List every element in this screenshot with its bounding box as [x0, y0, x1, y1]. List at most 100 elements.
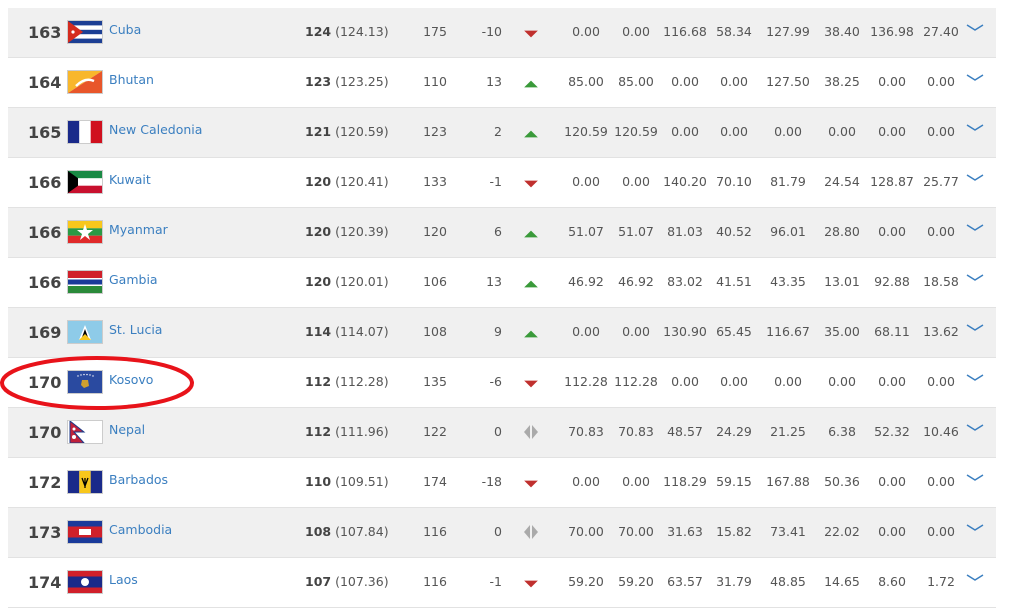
- country-link[interactable]: Myanmar: [109, 222, 168, 237]
- points-col-4: 31.79: [716, 574, 752, 589]
- trend-down-icon: [524, 580, 538, 588]
- points-col-6: 38.25: [824, 74, 860, 89]
- trend-up-arrow: [524, 330, 538, 338]
- points-col-4: 0.00: [720, 124, 748, 139]
- points-col-5: 96.01: [770, 224, 806, 239]
- points-col-8: 27.40: [923, 24, 959, 39]
- points-col-2: 0.00: [622, 174, 650, 189]
- points-col-4: 59.15: [716, 474, 752, 489]
- table-row: 165 New Caledonia 121 (120.59) 123 2 120…: [8, 108, 996, 158]
- previous-points: 123: [423, 124, 447, 139]
- chevron-down-icon[interactable]: [965, 72, 985, 84]
- rank: 166: [28, 273, 62, 292]
- points-rounded: 112: [305, 374, 332, 389]
- points-col-2: 0.00: [622, 474, 650, 489]
- country-link[interactable]: Bhutan: [109, 72, 154, 87]
- points-col-7: 0.00: [878, 224, 906, 239]
- points-col-8: 25.77: [923, 174, 959, 189]
- points-col-3: 31.63: [667, 524, 703, 539]
- points-col-4: 0.00: [720, 374, 748, 389]
- country-link[interactable]: Kosovo: [109, 372, 154, 387]
- rank-change: -10: [481, 24, 502, 39]
- chevron-down-icon[interactable]: [965, 472, 985, 484]
- rank-change: -1: [489, 574, 502, 589]
- points-exact: (120.01): [335, 274, 389, 289]
- points-col-4: 58.34: [716, 24, 752, 39]
- total-points: 108 (107.84): [305, 508, 389, 556]
- flag-laos-icon: [68, 571, 102, 593]
- points-col-1: 51.07: [568, 224, 604, 239]
- rank-change: 13: [486, 74, 502, 89]
- chevron-down-icon[interactable]: [965, 522, 985, 534]
- chevron-down-icon[interactable]: [965, 422, 985, 434]
- flag-kosovo-icon: [68, 371, 102, 393]
- rank: 166: [28, 223, 62, 242]
- country-link[interactable]: Cuba: [109, 22, 142, 37]
- flag-cambodia-icon: [68, 521, 102, 543]
- points-col-5: 116.67: [766, 324, 810, 339]
- points-col-5: 81.79: [770, 174, 806, 189]
- rank: 163: [28, 23, 62, 42]
- points-col-6: 24.54: [824, 174, 860, 189]
- chevron-down-icon[interactable]: [965, 372, 985, 384]
- chevron-down-icon[interactable]: [965, 322, 985, 334]
- chevron-down-icon[interactable]: [965, 572, 985, 584]
- rank: 165: [28, 123, 62, 142]
- rank: 173: [28, 523, 62, 542]
- table-row: 169 St. Lucia 114 (114.07) 108 9 0.00 0.0…: [8, 308, 996, 358]
- points-col-8: 0.00: [927, 74, 955, 89]
- country-link[interactable]: New Caledonia: [109, 122, 203, 137]
- points-col-5: 43.35: [770, 274, 806, 289]
- points-rounded: 120: [305, 224, 332, 239]
- country-link[interactable]: Laos: [109, 572, 138, 587]
- points-exact: (123.25): [335, 74, 389, 89]
- points-col-2: 85.00: [618, 74, 654, 89]
- trend-up-icon: [524, 130, 538, 138]
- chevron-down-icon[interactable]: [965, 272, 985, 284]
- points-col-2: 0.00: [622, 24, 650, 39]
- points-col-3: 0.00: [671, 74, 699, 89]
- points-col-3: 130.90: [663, 324, 707, 339]
- points-rounded: 112: [305, 424, 332, 439]
- points-col-3: 118.29: [663, 474, 707, 489]
- previous-points: 106: [423, 274, 447, 289]
- flag-barbados-icon: [68, 471, 102, 493]
- points-col-3: 140.20: [663, 174, 707, 189]
- points-col-8: 0.00: [927, 474, 955, 489]
- points-exact: (112.28): [335, 374, 389, 389]
- points-exact: (120.39): [335, 224, 389, 239]
- points-col-4: 65.45: [716, 324, 752, 339]
- trend-up-icon: [524, 280, 538, 288]
- trend-up-arrow: [524, 230, 538, 238]
- flag-myanmar-icon: [68, 221, 102, 243]
- chevron-down-icon[interactable]: [965, 122, 985, 134]
- rank: 172: [28, 473, 62, 492]
- chevron-down-icon[interactable]: [965, 172, 985, 184]
- trend-up-arrow: [524, 80, 538, 88]
- points-col-2: 70.83: [618, 424, 654, 439]
- country-link[interactable]: St. Lucia: [109, 322, 163, 337]
- points-col-2: 0.00: [622, 324, 650, 339]
- ranking-table: 163 Cuba 124 (124.13) 175 -10 0.00 0.00 11…: [8, 8, 996, 608]
- country-link[interactable]: Gambia: [109, 272, 158, 287]
- rank-change: -6: [489, 374, 502, 389]
- points-col-5: 0.00: [774, 374, 802, 389]
- country-link[interactable]: Cambodia: [109, 522, 173, 537]
- trend-up-arrow: [524, 280, 538, 288]
- points-col-6: 13.01: [824, 274, 860, 289]
- points-col-1: 59.20: [568, 574, 604, 589]
- country-link[interactable]: Nepal: [109, 422, 146, 437]
- trend-down-arrow: [524, 380, 538, 388]
- chevron-down-icon[interactable]: [965, 222, 985, 234]
- points-rounded: 123: [305, 74, 332, 89]
- points-col-1: 0.00: [572, 324, 600, 339]
- points-col-2: 120.59: [614, 124, 658, 139]
- country-link[interactable]: Barbados: [109, 472, 169, 487]
- points-col-7: 8.60: [878, 574, 906, 589]
- chevron-down-icon[interactable]: [965, 22, 985, 34]
- points-col-6: 14.65: [824, 574, 860, 589]
- total-points: 110 (109.51): [305, 458, 389, 506]
- total-points: 120 (120.41): [305, 158, 389, 206]
- country-link[interactable]: Kuwait: [109, 172, 151, 187]
- points-col-2: 46.92: [618, 274, 654, 289]
